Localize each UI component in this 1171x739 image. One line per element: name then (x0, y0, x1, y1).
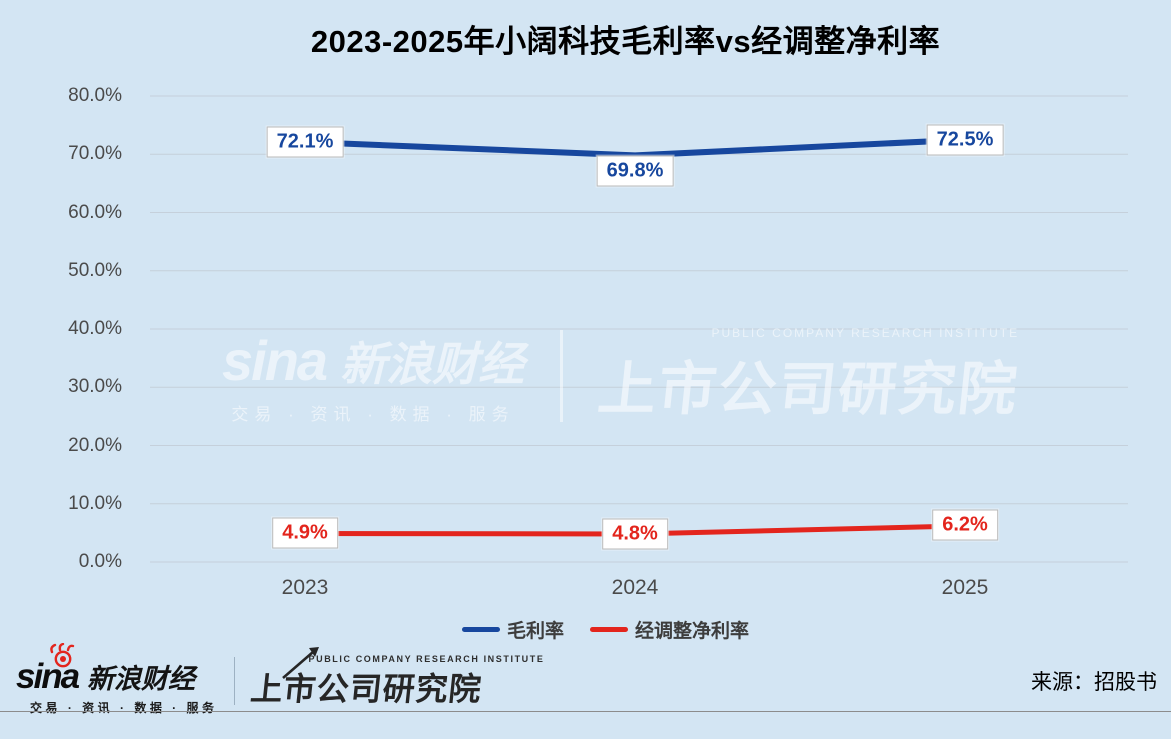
institute-arrow-icon (275, 646, 321, 685)
data-point-label: 4.9% (272, 517, 338, 549)
legend-label: 毛利率 (506, 621, 564, 642)
legend-item: 经调整净利率 (590, 616, 749, 643)
bottom-rule (0, 711, 1171, 712)
data-point-label: 72.1% (266, 126, 344, 158)
y-axis-tick-label: 20.0% (68, 434, 122, 456)
chart-legend: 毛利率 经调整净利率 (40, 616, 1171, 643)
chart-title: 2023-2025年小阔科技毛利率vs经调整净利率 (310, 24, 941, 59)
y-axis-tick-label: 80.0% (68, 85, 122, 106)
x-axis-tick-label: 2025 (941, 576, 989, 599)
data-point-label: 6.2% (932, 509, 998, 541)
legend-line-swatch (590, 627, 628, 632)
sina-wordmark: sina (16, 656, 80, 696)
x-axis-tick-label: 2024 (611, 576, 659, 599)
data-point-label: 72.5% (926, 124, 1004, 156)
source-note: 来源：招股书 (1031, 671, 1157, 694)
legend-label: 经调整净利率 (635, 621, 750, 642)
y-axis-tick-label: 10.0% (68, 492, 122, 514)
institute-cn-name: 上市公司研究院 (248, 671, 484, 707)
footer-institute-logo: PUBLIC COMPANY RESEARCH INSTITUTE 上市公司研究… (248, 647, 545, 710)
footer-sina-logo: sina 新浪财经 交易 · 资讯 · 数据 · 服务 (16, 642, 218, 716)
y-axis-tick-label: 0.0% (78, 551, 122, 572)
legend-line-swatch (461, 627, 500, 632)
institute-en-name: PUBLIC COMPANY RESEARCH INSTITUTE (308, 654, 545, 664)
y-axis-tick-label: 60.0% (68, 201, 122, 223)
y-axis-tick-label: 50.0% (68, 259, 122, 281)
series-line-0 (302, 136, 968, 159)
legend-item: 毛利率 (461, 616, 564, 643)
footer: sina 新浪财经 交易 · 资讯 · 数据 · 服务 PUBLIC COMPA… (16, 642, 545, 715)
footer-divider (233, 657, 235, 705)
x-axis-tick-label: 2023 (281, 576, 329, 599)
data-point-label: 69.8% (596, 155, 674, 187)
data-point-label: 4.8% (602, 518, 668, 550)
sina-eye-icon (46, 642, 80, 674)
y-axis-tick-label: 40.0% (68, 318, 122, 339)
y-axis-tick-label: 70.0% (68, 143, 122, 165)
sina-services-tagline: 交易 · 资讯 · 数据 · 服务 (30, 700, 218, 715)
y-axis-tick-label: 30.0% (68, 376, 122, 398)
sina-finance-wordmark: 新浪财经 (87, 663, 196, 694)
